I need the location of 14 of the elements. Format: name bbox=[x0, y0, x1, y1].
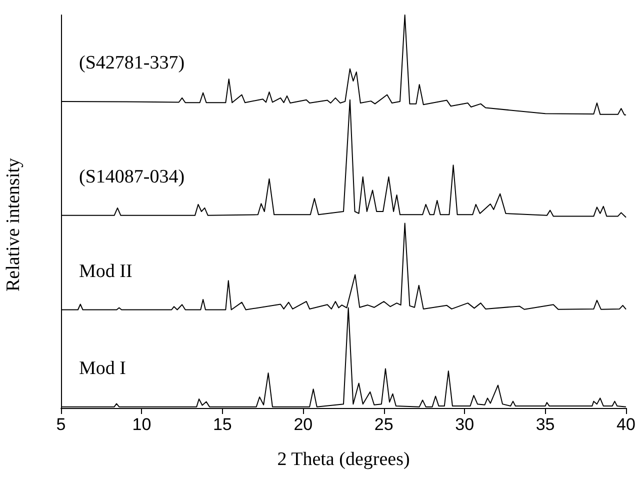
series-label: Mod II bbox=[79, 260, 132, 282]
x-axis-title: 2 Theta (degrees) bbox=[277, 449, 410, 470]
x-tick-label: 25 bbox=[374, 415, 394, 434]
x-tick-label: 30 bbox=[455, 415, 474, 434]
x-tick-label: 15 bbox=[212, 415, 232, 434]
x-tick-label: 40 bbox=[616, 415, 636, 434]
x-tick-label: 10 bbox=[132, 415, 152, 434]
x-tick-label: 5 bbox=[56, 415, 66, 434]
y-axis-title: Relative intensity bbox=[3, 158, 24, 292]
series-label: (S42781-337) bbox=[79, 52, 185, 74]
x-tick-label: 20 bbox=[294, 415, 313, 434]
series-label: (S14087-034) bbox=[79, 166, 185, 188]
series-label: Mod I bbox=[79, 358, 126, 379]
x-tick-label: 35 bbox=[536, 415, 555, 434]
